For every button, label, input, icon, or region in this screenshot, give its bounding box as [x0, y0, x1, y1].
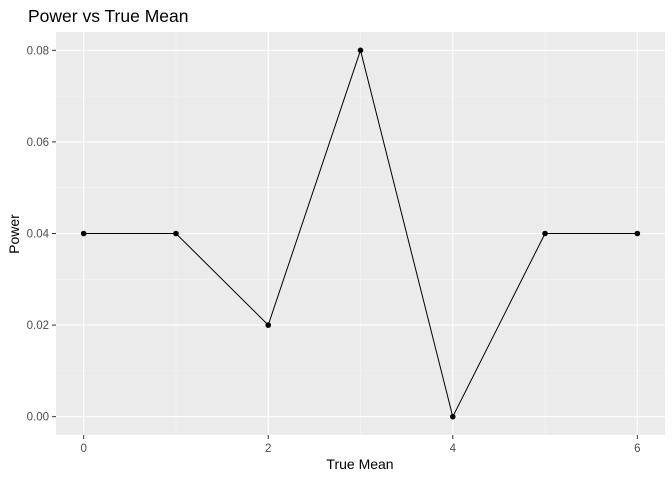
x-axis-title: True Mean: [326, 456, 393, 472]
y-tick-label: 0.02: [27, 320, 49, 332]
y-tick-label: 0.08: [27, 45, 49, 57]
y-axis-ticks: 0.00 0.02 0.04 0.06 0.08: [27, 45, 56, 424]
points-layer: [80, 47, 641, 420]
x-tick-label: 0: [80, 443, 86, 455]
y-axis-title: Power: [6, 214, 22, 254]
data-point: [80, 230, 87, 237]
y-tick-label: 0.04: [27, 229, 50, 241]
x-tick-label: 2: [265, 443, 271, 455]
y-tick-label: 0.00: [27, 412, 49, 424]
x-axis-ticks: 0 2 4 6: [80, 435, 641, 455]
y-tick-label: 0.06: [27, 137, 49, 149]
data-point: [449, 413, 456, 420]
data-point: [173, 230, 179, 237]
data-point: [357, 47, 364, 54]
data-point: [542, 230, 548, 237]
data-point: [634, 230, 641, 237]
x-tick-label: 4: [450, 443, 457, 455]
x-tick-label: 6: [634, 443, 640, 455]
data-point: [265, 322, 272, 328]
chart-title: Power vs True Mean: [28, 6, 188, 26]
